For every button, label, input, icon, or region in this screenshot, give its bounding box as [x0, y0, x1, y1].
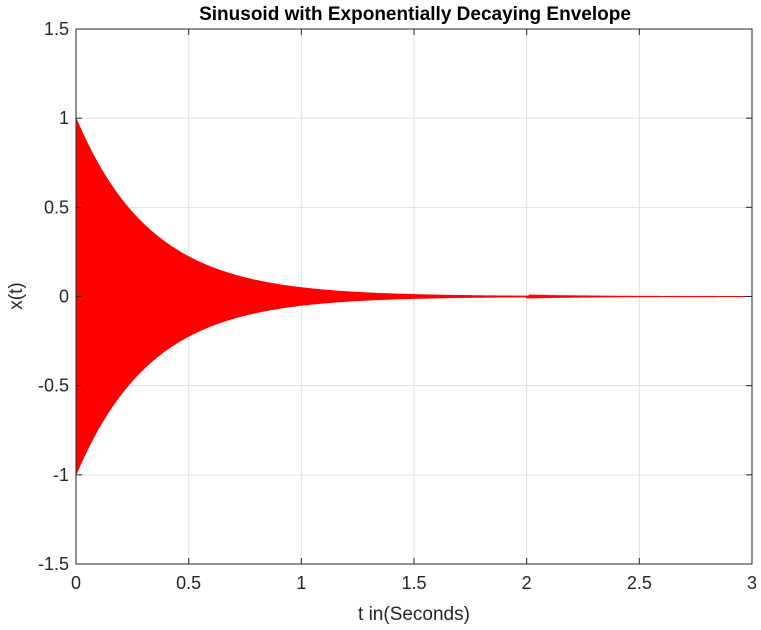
x-tick-label: 1 — [296, 573, 306, 593]
y-tick-label: 0 — [59, 287, 69, 307]
axis-layer — [75, 28, 753, 565]
x-axis-label: t in(Seconds) — [358, 604, 470, 625]
y-tick-label: -1 — [53, 465, 69, 485]
chart-title: Sinusoid with Exponentially Decaying Env… — [199, 4, 631, 25]
x-tick-label: 3 — [747, 573, 757, 593]
y-tick-label: 1.5 — [44, 19, 69, 39]
y-tick-label: -1.5 — [38, 554, 69, 574]
x-tick-label: 1.5 — [401, 573, 426, 593]
y-tick-label: 1 — [59, 108, 69, 128]
y-tick-labels: 1.5 1 0.5 0 -0.5 -1 -1.5 — [38, 19, 69, 574]
y-tick-label: -0.5 — [38, 376, 69, 396]
series-line — [75, 118, 753, 475]
y-axis-label: x(t) — [6, 282, 27, 309]
x-tick-label: 0 — [71, 573, 81, 593]
y-tick-label: 0.5 — [44, 197, 69, 217]
x-tick-label: 0.5 — [176, 573, 201, 593]
x-tick-label: 2.5 — [627, 573, 652, 593]
x-tick-label: 2 — [522, 573, 532, 593]
x-tick-labels: 0 0.5 1 1.5 2 2.5 3 — [71, 573, 757, 593]
